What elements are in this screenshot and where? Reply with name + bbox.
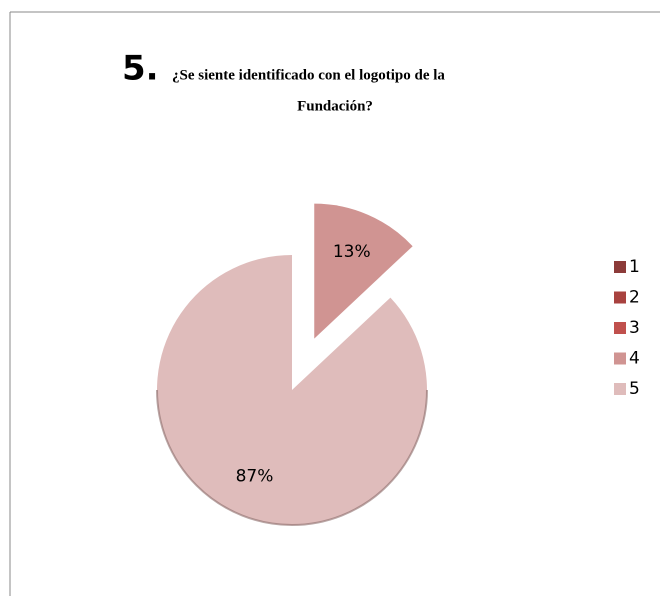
legend-swatch	[614, 383, 626, 395]
slice-rim	[156, 389, 428, 526]
legend-label: 2	[629, 288, 640, 308]
legend-swatch	[614, 352, 626, 365]
legend-label: 5	[629, 379, 640, 399]
pie-slice	[314, 203, 413, 339]
chart-title-number: 5.	[122, 49, 159, 89]
legend-label: 4	[629, 349, 640, 369]
legend-label: 3	[629, 318, 640, 338]
legend-swatch	[614, 261, 626, 273]
legend-swatch	[614, 291, 626, 304]
chart-title: Fundación?	[297, 98, 373, 114]
chart-title: ¿Se siente identificado con el logotipo …	[172, 67, 445, 83]
legend-swatch	[614, 322, 626, 334]
data-label: 87%	[236, 467, 274, 487]
pie-slice	[156, 255, 427, 525]
data-label: 13%	[333, 242, 371, 262]
legend-label: 1	[629, 257, 640, 277]
